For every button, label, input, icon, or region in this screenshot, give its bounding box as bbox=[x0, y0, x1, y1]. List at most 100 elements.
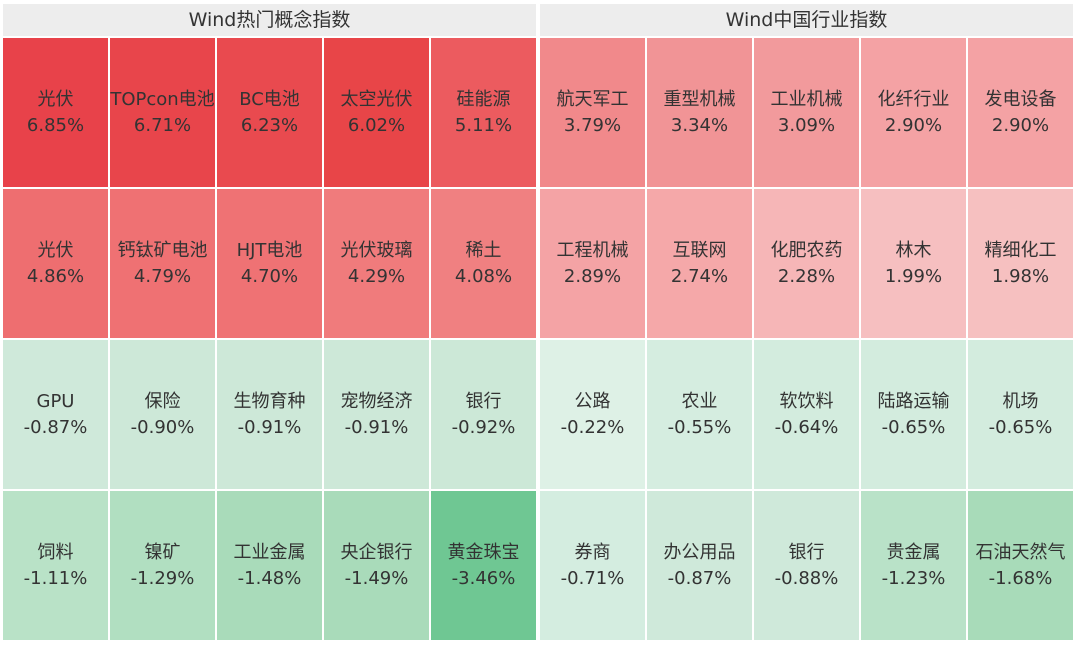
cell-name: 保险 bbox=[144, 390, 181, 412]
heatmap-cell: 饲料 -1.11% bbox=[3, 491, 108, 640]
heatmap-cell: 工业金属 -1.48% bbox=[217, 491, 322, 640]
cell-change: 6.02% bbox=[347, 114, 406, 136]
cell-name: 石油天然气 bbox=[975, 541, 1066, 563]
cell-name: 镍矿 bbox=[144, 541, 181, 563]
heatmap-cell: 林木 1.99% bbox=[861, 189, 966, 338]
heatmap-cell: 镍矿 -1.29% bbox=[110, 491, 215, 640]
cell-change: 2.90% bbox=[991, 114, 1050, 136]
heatmap-cell: 发电设备 2.90% bbox=[968, 38, 1073, 187]
heatmap-cell: 重型机械 3.34% bbox=[647, 38, 752, 187]
cell-change: -0.88% bbox=[774, 567, 839, 589]
heatmap-cell: 央企银行 -1.49% bbox=[324, 491, 429, 640]
cell-change: -0.71% bbox=[560, 567, 625, 589]
heatmap-cell: 光伏 4.86% bbox=[3, 189, 108, 338]
cell-change: 4.70% bbox=[240, 265, 299, 287]
cell-change: -1.23% bbox=[881, 567, 946, 589]
panel-title: Wind中国行业指数 bbox=[540, 4, 1073, 38]
cell-change: 2.74% bbox=[670, 265, 729, 287]
heatmap-cell: 互联网 2.74% bbox=[647, 189, 752, 338]
cell-name: 互联网 bbox=[672, 239, 727, 261]
cell-name: 重型机械 bbox=[663, 88, 736, 110]
heatmap-cell: 太空光伏 6.02% bbox=[324, 38, 429, 187]
cell-change: -0.87% bbox=[23, 416, 88, 438]
cell-change: 4.79% bbox=[133, 265, 192, 287]
heatmap-cell: 陆路运输 -0.65% bbox=[861, 340, 966, 489]
cell-name: 生物育种 bbox=[233, 390, 306, 412]
cell-name: TOPcon电池 bbox=[110, 88, 215, 110]
cell-change: 5.11% bbox=[454, 114, 513, 136]
cell-name: BC电池 bbox=[239, 88, 300, 110]
cell-change: 6.23% bbox=[240, 114, 299, 136]
heatmap-cell: 硅能源 5.11% bbox=[431, 38, 536, 187]
cell-change: 3.79% bbox=[563, 114, 622, 136]
cell-change: -0.65% bbox=[988, 416, 1053, 438]
heatmap-cell: 软饮料 -0.64% bbox=[754, 340, 859, 489]
cell-change: -0.90% bbox=[130, 416, 195, 438]
cell-name: 太空光伏 bbox=[340, 88, 413, 110]
cell-name: 光伏 bbox=[37, 88, 74, 110]
cell-name: 工业金属 bbox=[233, 541, 306, 563]
cell-name: 工程机械 bbox=[556, 239, 629, 261]
cell-name: 银行 bbox=[788, 541, 825, 563]
cell-change: -0.65% bbox=[881, 416, 946, 438]
cell-name: 央企银行 bbox=[340, 541, 413, 563]
heatmap-cell: TOPcon电池 6.71% bbox=[110, 38, 215, 187]
cell-change: -0.55% bbox=[667, 416, 732, 438]
cell-name: 钙钛矿电池 bbox=[117, 239, 208, 261]
cell-change: -0.92% bbox=[451, 416, 516, 438]
cell-change: -1.68% bbox=[988, 567, 1053, 589]
heatmap-cell: 生物育种 -0.91% bbox=[217, 340, 322, 489]
cell-change: -3.46% bbox=[451, 567, 516, 589]
cell-change: -1.11% bbox=[23, 567, 88, 589]
panel: Wind热门概念指数光伏 6.85% TOPcon电池 6.71% BC电池 6.23% 太… bbox=[3, 4, 536, 642]
cell-change: 6.71% bbox=[133, 114, 192, 136]
cell-name: GPU bbox=[36, 390, 75, 412]
heatmap-cell: 工业机械 3.09% bbox=[754, 38, 859, 187]
cell-change: 4.29% bbox=[347, 265, 406, 287]
cell-name: 化纤行业 bbox=[877, 88, 950, 110]
cell-change: 2.89% bbox=[563, 265, 622, 287]
cell-change: 4.08% bbox=[454, 265, 513, 287]
cell-name: 软饮料 bbox=[779, 390, 834, 412]
cell-name: 宠物经济 bbox=[340, 390, 413, 412]
heatmap-cell: 精细化工 1.98% bbox=[968, 189, 1073, 338]
heatmap-cell: 化肥农药 2.28% bbox=[754, 189, 859, 338]
heatmap-cell: 银行 -0.88% bbox=[754, 491, 859, 640]
cell-change: -1.48% bbox=[237, 567, 302, 589]
heatmap-cell: 钙钛矿电池 4.79% bbox=[110, 189, 215, 338]
cell-change: 2.28% bbox=[777, 265, 836, 287]
heatmap-cell: 稀土 4.08% bbox=[431, 189, 536, 338]
heatmap-cell: 保险 -0.90% bbox=[110, 340, 215, 489]
cell-change: -0.87% bbox=[667, 567, 732, 589]
heatmap-cell: 银行 -0.92% bbox=[431, 340, 536, 489]
cell-name: 贵金属 bbox=[886, 541, 941, 563]
cell-change: 3.09% bbox=[777, 114, 836, 136]
heatmap-cell: 机场 -0.65% bbox=[968, 340, 1073, 489]
cell-name: 工业机械 bbox=[770, 88, 843, 110]
cell-change: 1.98% bbox=[991, 265, 1050, 287]
heatmap-cell: 石油天然气 -1.68% bbox=[968, 491, 1073, 640]
cell-name: 硅能源 bbox=[456, 88, 511, 110]
cell-name: 光伏玻璃 bbox=[340, 239, 413, 261]
panel-title: Wind热门概念指数 bbox=[3, 4, 536, 38]
heatmap-cell: 宠物经济 -0.91% bbox=[324, 340, 429, 489]
cell-change: 1.99% bbox=[884, 265, 943, 287]
heatmap-cell: BC电池 6.23% bbox=[217, 38, 322, 187]
heatmap-cell: 光伏玻璃 4.29% bbox=[324, 189, 429, 338]
heatmap-cell: 黄金珠宝 -3.46% bbox=[431, 491, 536, 640]
cell-change: 4.86% bbox=[26, 265, 85, 287]
cell-name: 机场 bbox=[1002, 390, 1039, 412]
cell-change: -1.29% bbox=[130, 567, 195, 589]
panel: Wind中国行业指数 航天军工 3.79% 重型机械 3.34% 工业机械 3.09% 化纤行… bbox=[540, 4, 1073, 642]
cell-change: 2.90% bbox=[884, 114, 943, 136]
cell-change: -1.49% bbox=[344, 567, 409, 589]
cell-name: HJT电池 bbox=[236, 239, 303, 261]
heatmap-cell: 贵金属 -1.23% bbox=[861, 491, 966, 640]
cell-name: 精细化工 bbox=[984, 239, 1057, 261]
cell-name: 发电设备 bbox=[984, 88, 1057, 110]
cell-change: 6.85% bbox=[26, 114, 85, 136]
heatmap-cell: HJT电池 4.70% bbox=[217, 189, 322, 338]
heatmap-cell: 光伏 6.85% bbox=[3, 38, 108, 187]
heatmap-grid: 航天军工 3.79% 重型机械 3.34% 工业机械 3.09% 化纤行业 2.90% 发电设备… bbox=[540, 38, 1073, 640]
